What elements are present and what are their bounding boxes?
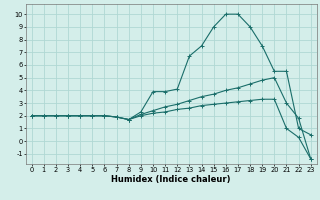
- X-axis label: Humidex (Indice chaleur): Humidex (Indice chaleur): [111, 175, 231, 184]
